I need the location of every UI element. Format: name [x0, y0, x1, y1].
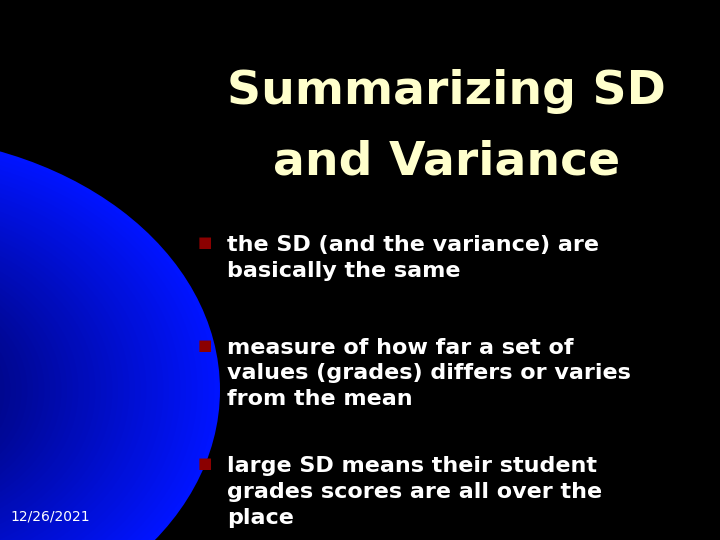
Circle shape — [0, 271, 39, 509]
Text: 12/26/2021: 12/26/2021 — [11, 510, 91, 524]
Text: Summarizing SD: Summarizing SD — [227, 69, 666, 114]
Text: ■: ■ — [198, 338, 212, 353]
Circle shape — [0, 212, 118, 540]
Circle shape — [0, 194, 140, 540]
Circle shape — [0, 203, 130, 540]
Circle shape — [0, 199, 135, 540]
Circle shape — [0, 220, 107, 540]
Circle shape — [0, 182, 158, 540]
Text: ■: ■ — [198, 235, 212, 250]
Circle shape — [0, 224, 101, 540]
Circle shape — [0, 190, 146, 540]
Circle shape — [0, 275, 33, 505]
Circle shape — [0, 267, 45, 513]
Circle shape — [0, 144, 209, 540]
Circle shape — [0, 233, 90, 540]
Circle shape — [0, 241, 78, 539]
Text: large SD means their student
grades scores are all over the
place: large SD means their student grades scor… — [227, 456, 602, 528]
Circle shape — [0, 249, 67, 530]
Circle shape — [0, 156, 192, 540]
Circle shape — [0, 173, 169, 540]
Circle shape — [0, 216, 112, 540]
Text: ■: ■ — [198, 456, 212, 471]
Circle shape — [0, 288, 16, 492]
Circle shape — [0, 284, 22, 496]
Circle shape — [0, 280, 27, 501]
Circle shape — [0, 178, 163, 540]
Text: and Variance: and Variance — [273, 139, 620, 185]
Circle shape — [0, 139, 215, 540]
Circle shape — [0, 258, 55, 522]
Circle shape — [0, 246, 73, 535]
Circle shape — [0, 237, 84, 540]
Text: measure of how far a set of
values (grades) differs or varies
from the mean: measure of how far a set of values (grad… — [227, 338, 631, 409]
Circle shape — [0, 207, 124, 540]
Circle shape — [0, 148, 203, 540]
Circle shape — [0, 152, 197, 540]
Circle shape — [0, 169, 175, 540]
Circle shape — [0, 165, 180, 540]
Text: the SD (and the variance) are
basically the same: the SD (and the variance) are basically … — [227, 235, 599, 280]
Circle shape — [0, 228, 95, 540]
Circle shape — [0, 292, 10, 488]
Circle shape — [0, 135, 220, 540]
Circle shape — [0, 296, 4, 483]
Circle shape — [0, 160, 186, 540]
Circle shape — [0, 262, 50, 517]
Circle shape — [0, 254, 61, 526]
Circle shape — [0, 186, 152, 540]
